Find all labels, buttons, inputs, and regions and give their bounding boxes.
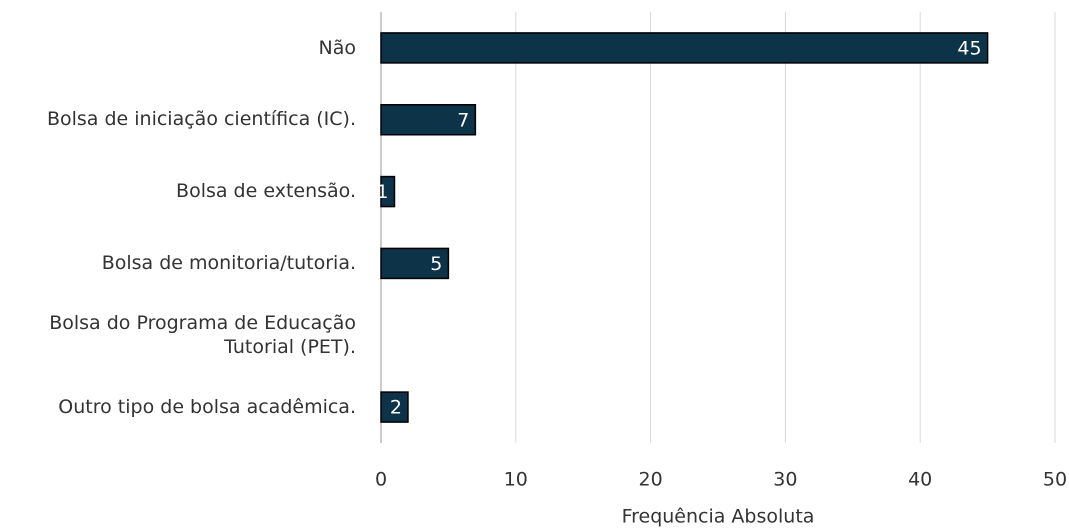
y-tick-label: Não	[318, 36, 356, 59]
x-axis-title: Frequência Absoluta	[622, 506, 815, 528]
bar	[380, 247, 450, 280]
y-tick-label-box: Bolsa de extensão.	[176, 180, 356, 203]
x-tick-label: 10	[504, 469, 528, 491]
y-tick-label-box: Não	[318, 36, 356, 59]
y-tick-label-box: Bolsa de monitoria/tutoria.	[101, 252, 356, 275]
bar	[380, 104, 477, 136]
bar	[380, 175, 396, 208]
x-tick-label: 20	[639, 469, 663, 491]
y-tick-label-box: Outro tipo de bolsa acadêmica.	[58, 395, 356, 418]
x-tick-label: 0	[375, 469, 387, 491]
x-tick-label: 30	[773, 469, 797, 491]
bar-value-label: 7	[457, 109, 469, 131]
x-tick-label: 40	[908, 469, 932, 491]
bar-value-label: 45	[957, 37, 981, 59]
bar	[380, 391, 409, 423]
bar-value-label: 1	[376, 181, 388, 203]
bar-value-label: 5	[430, 253, 442, 275]
y-tick-label: Bolsa de monitoria/tutoria.	[101, 252, 356, 275]
y-tick-label: Bolsa de extensão.	[176, 180, 356, 203]
y-tick-label: Bolsa de iniciação científica (IC).	[46, 108, 356, 131]
y-tick-label-box: Bolsa de iniciação científica (IC).	[46, 108, 356, 131]
bar	[380, 32, 989, 64]
y-tick-label: Outro tipo de bolsa acadêmica.	[58, 395, 356, 418]
bar-value-label: 2	[390, 397, 402, 419]
x-tick-label: 50	[1043, 469, 1067, 491]
y-tick-label: Bolsa do Programa de Educação Tutorial (…	[49, 311, 356, 359]
y-tick-label-box: Bolsa do Programa de Educação Tutorial (…	[49, 311, 356, 359]
